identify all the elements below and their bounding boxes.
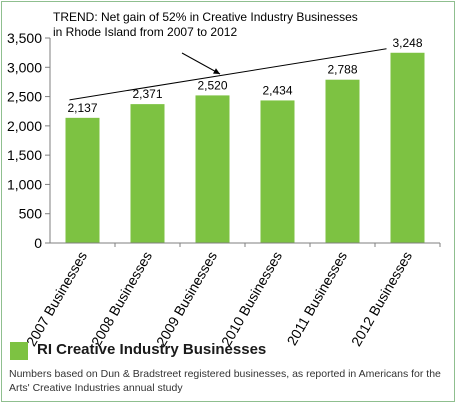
bar	[65, 117, 100, 243]
trend-annotation: TREND: Net gain of 52% in Creative Indus…	[53, 10, 387, 101]
bar	[325, 79, 360, 244]
annotation-text: in Rhode Island from 2007 to 2012	[53, 25, 237, 39]
y-tick-label: 0	[34, 235, 42, 251]
data-label: 2,520	[197, 78, 227, 92]
bars-group: 2,137 2,371 2,520 2,434 2,788 3,248	[65, 36, 425, 244]
annotation-text: TREND: Net gain of 52% in Creative Indus…	[53, 10, 358, 24]
trend-line	[69, 48, 387, 101]
data-label: 2,788	[327, 63, 357, 77]
y-tick-label: 1,500	[7, 147, 42, 163]
data-label: 2,137	[67, 101, 97, 115]
category-label: 2008 Businesses	[88, 249, 155, 349]
category-label: 2012 Businesses	[348, 249, 415, 349]
annotation-arrowhead	[213, 68, 220, 74]
y-tick-label: 3,500	[7, 30, 42, 46]
y-tick-label: 2,000	[7, 118, 42, 134]
data-label: 2,434	[262, 83, 292, 97]
y-tick-label: 1,000	[7, 176, 42, 192]
bar	[390, 52, 425, 244]
y-tick-label: 3,000	[7, 59, 42, 75]
data-label: 3,248	[392, 36, 422, 50]
y-tick-label: 500	[19, 206, 43, 222]
category-label: 2007 Businesses	[23, 249, 90, 349]
data-label: 2,371	[132, 87, 162, 101]
y-axis: 0 500 1,000 1,500 2,000 2,500 3,000 3,500	[7, 30, 51, 251]
footnote: Numbers based on Dun & Bradstreet regist…	[9, 368, 441, 394]
category-label: 2011 Businesses	[283, 249, 350, 348]
category-label: 2009 Businesses	[153, 249, 220, 349]
bar	[195, 95, 230, 244]
bar	[260, 100, 295, 244]
y-tick-label: 2,500	[7, 89, 42, 105]
legend-label: RI Creative Industry Businesses	[37, 341, 267, 358]
category-label: 2010 Businesses	[218, 249, 285, 349]
legend-swatch	[10, 342, 28, 360]
annotation-arrow	[181, 52, 221, 75]
bar	[130, 104, 165, 244]
